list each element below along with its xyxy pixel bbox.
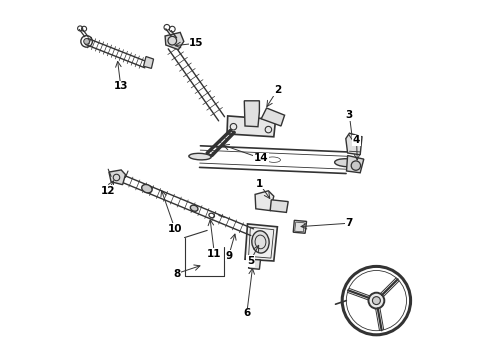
Text: 1: 1 (256, 179, 263, 189)
Polygon shape (261, 108, 285, 126)
Polygon shape (248, 259, 261, 269)
Polygon shape (109, 170, 125, 185)
Ellipse shape (252, 231, 269, 253)
Polygon shape (293, 220, 307, 233)
Text: 9: 9 (225, 251, 232, 261)
Text: 6: 6 (243, 308, 250, 318)
Text: 15: 15 (189, 38, 204, 48)
Text: 3: 3 (346, 110, 353, 120)
Ellipse shape (335, 159, 358, 167)
Circle shape (84, 39, 90, 44)
Circle shape (351, 161, 361, 170)
Polygon shape (346, 156, 364, 173)
Text: 2: 2 (274, 85, 281, 95)
Text: 12: 12 (101, 186, 116, 196)
Text: 4: 4 (353, 135, 360, 145)
Ellipse shape (142, 184, 152, 193)
Polygon shape (255, 191, 274, 211)
Ellipse shape (190, 205, 198, 211)
Polygon shape (165, 32, 184, 50)
Polygon shape (144, 57, 153, 68)
Text: 11: 11 (207, 249, 221, 259)
Polygon shape (346, 133, 362, 155)
Polygon shape (270, 200, 288, 212)
Text: 8: 8 (173, 269, 180, 279)
Circle shape (368, 293, 384, 309)
Polygon shape (245, 224, 277, 261)
Circle shape (372, 297, 380, 305)
Text: 5: 5 (247, 256, 254, 266)
Ellipse shape (189, 153, 211, 160)
Polygon shape (245, 101, 259, 127)
Text: 10: 10 (168, 224, 182, 234)
Text: 7: 7 (346, 218, 353, 228)
Text: 14: 14 (254, 153, 269, 163)
Polygon shape (227, 116, 275, 137)
Text: 13: 13 (114, 81, 128, 91)
